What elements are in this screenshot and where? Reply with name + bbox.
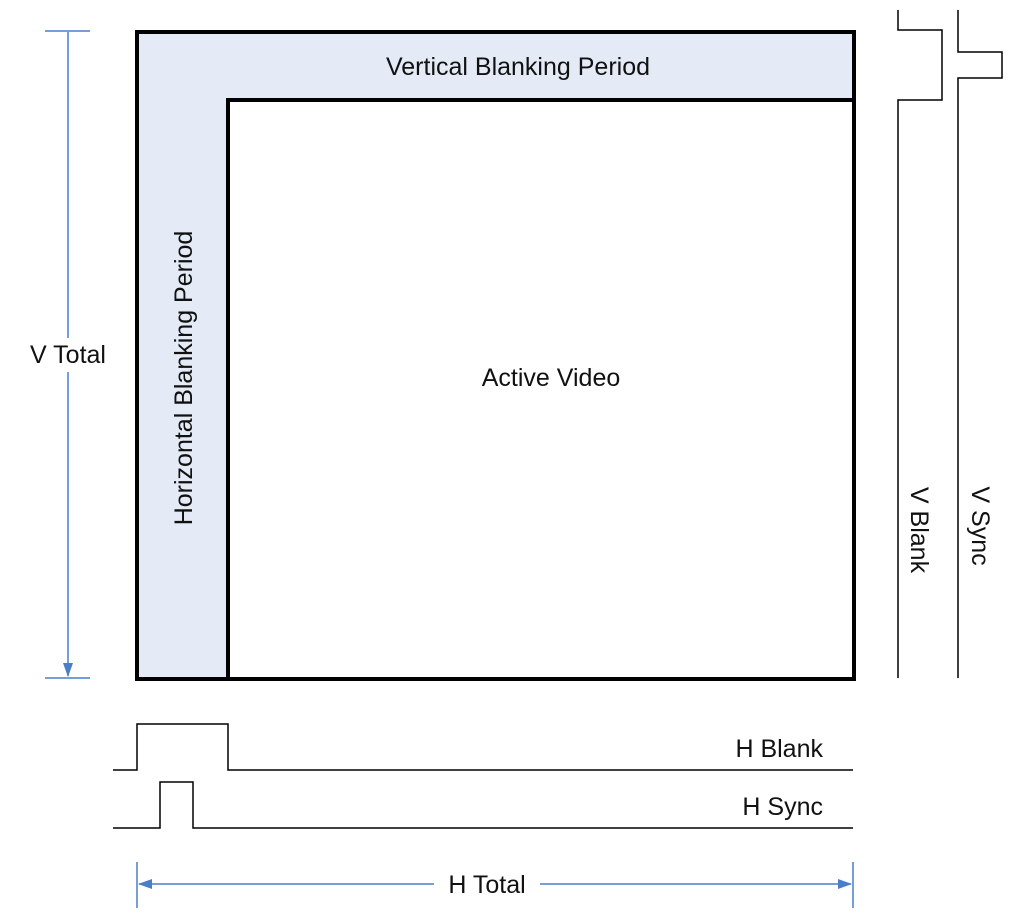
h-sync-signal [113,781,853,829]
v-blank-label: V Blank [905,487,933,574]
active-video-label: Active Video [482,364,621,392]
horizontal-blanking-label: Horizontal Blanking Period [170,231,198,526]
h-blank-label: H Blank [735,735,823,763]
active-video-area [226,98,856,681]
h-total-dimension [136,862,854,908]
frame-border [135,30,856,681]
v-total-label: V Total [30,341,106,369]
h-sync-label: H Sync [742,793,823,821]
vertical-blanking-label: Vertical Blanking Period [386,53,650,81]
h-blank-signal [113,723,853,771]
v-total-dimension [45,30,90,679]
v-blank-signal [897,10,943,678]
v-sync-label: V Sync [966,486,994,565]
v-sync-signal [957,10,1003,678]
h-total-label: H Total [448,871,525,899]
